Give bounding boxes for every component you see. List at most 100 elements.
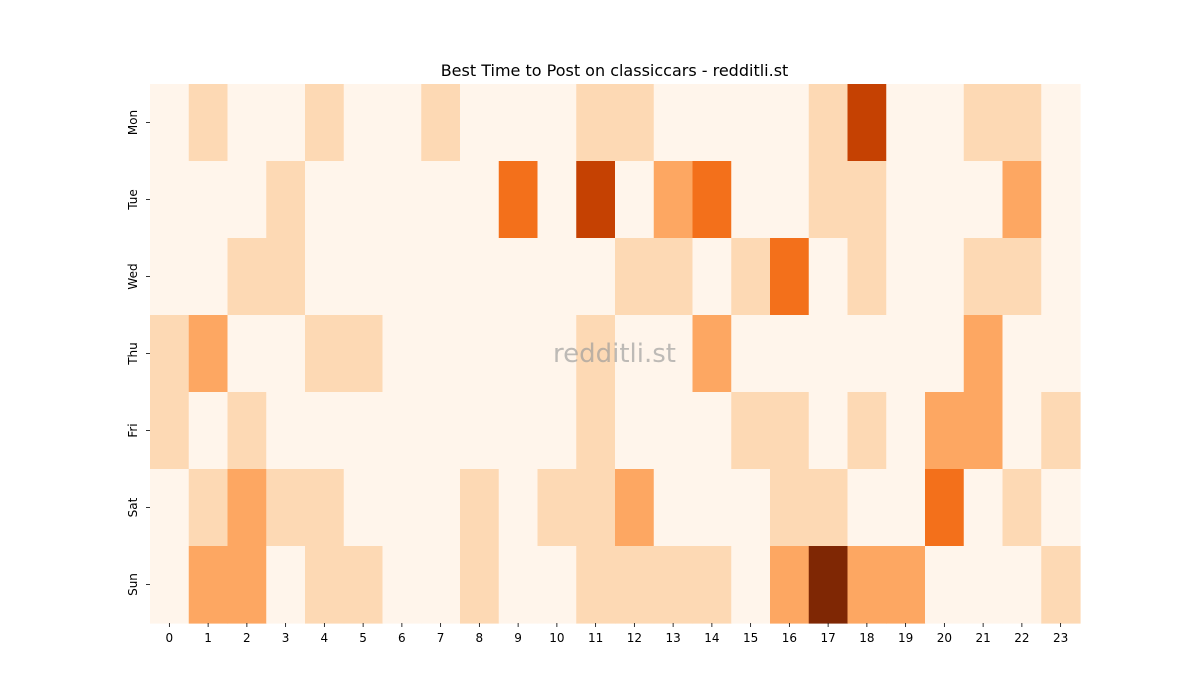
x-tick-label: 13 [665,631,680,645]
heatmap-cell-mon-9 [498,84,539,162]
heatmap-cell-sun-13 [653,546,694,624]
heatmap-cell-wed-21 [963,238,1004,316]
heatmap-cell-thu-15 [731,315,771,393]
heatmap-cell-thu-13 [653,315,694,393]
heatmap-cell-thu-16 [770,315,810,393]
heatmap-cells [150,84,1081,624]
heatmap-cell-wed-1 [188,238,229,316]
heatmap-cell-sat-19 [886,469,926,547]
heatmap-cell-tue-10 [537,161,577,239]
heatmap-cell-fri-18 [847,392,887,470]
heatmap-cell-sat-20 [925,469,965,547]
heatmap-cell-tue-12 [615,161,655,239]
heatmap-cell-mon-2 [227,84,267,162]
y-tick-label: Sat [126,497,140,517]
heatmap-cell-thu-10 [537,315,577,393]
heatmap-cell-fri-17 [808,392,849,470]
heatmap-cell-wed-23 [1041,238,1081,316]
heatmap-cell-fri-0 [150,392,190,470]
x-tick-label: 8 [476,631,484,645]
heatmap-cell-sun-4 [305,546,345,624]
heatmap-cell-fri-6 [382,392,422,470]
heatmap-cell-sun-8 [460,546,500,624]
heatmap-cell-mon-14 [692,84,732,162]
x-tick-label: 6 [398,631,406,645]
x-tick-label: 1 [204,631,212,645]
heatmap-cell-fri-21 [963,392,1004,470]
x-tick-label: 17 [820,631,835,645]
heatmap-cell-thu-8 [460,315,500,393]
heatmap-cell-sun-3 [266,546,306,624]
y-tick-label: Wed [126,263,140,289]
heatmap-cell-mon-23 [1041,84,1081,162]
heatmap-cell-fri-12 [615,392,655,470]
heatmap-cell-mon-7 [421,84,461,162]
heatmap-cell-sun-10 [537,546,577,624]
heatmap-cell-tue-14 [692,161,732,239]
heatmap-cell-thu-17 [808,315,849,393]
heatmap-cell-mon-20 [925,84,965,162]
heatmap-cell-wed-14 [692,238,732,316]
heatmap-cell-wed-20 [925,238,965,316]
heatmap-cell-tue-13 [653,161,694,239]
heatmap-cell-sat-16 [770,469,810,547]
heatmap-cell-mon-19 [886,84,926,162]
x-tick-label: 15 [743,631,758,645]
heatmap-cell-fri-5 [343,392,384,470]
heatmap-cell-fri-13 [653,392,694,470]
heatmap-cell-sun-9 [498,546,539,624]
heatmap-cell-tue-2 [227,161,267,239]
y-tick-label: Mon [126,110,140,135]
heatmap-cell-mon-18 [847,84,887,162]
heatmap-cell-sun-2 [227,546,267,624]
heatmap-cell-tue-9 [498,161,539,239]
heatmap-cell-tue-4 [305,161,345,239]
heatmap-cell-wed-18 [847,238,887,316]
heatmap-cell-tue-15 [731,161,771,239]
heatmap-cell-mon-4 [305,84,345,162]
heatmap-cell-mon-8 [460,84,500,162]
heatmap-cell-thu-0 [150,315,190,393]
heatmap-cell-tue-0 [150,161,190,239]
heatmap-cell-mon-15 [731,84,771,162]
heatmap-cell-thu-21 [963,315,1004,393]
heatmap-cell-thu-19 [886,315,926,393]
heatmap-cell-thu-20 [925,315,965,393]
heatmap-cell-thu-7 [421,315,461,393]
heatmap-cell-fri-16 [770,392,810,470]
heatmap-cell-tue-11 [576,161,616,239]
heatmap-cell-sun-15 [731,546,771,624]
heatmap-cell-sat-6 [382,469,422,547]
heatmap-cell-sun-6 [382,546,422,624]
heatmap-cell-thu-2 [227,315,267,393]
heatmap-cell-sat-0 [150,469,190,547]
heatmap-cell-mon-10 [537,84,577,162]
heatmap-cell-mon-3 [266,84,306,162]
heatmap-cell-sat-1 [188,469,229,547]
heatmap-cell-tue-1 [188,161,229,239]
heatmap-cell-wed-4 [305,238,345,316]
x-axis: 0 1 2 3 4 5 6 7 8 9 10 11 12 13 14 15 16 17 18 19 20 21 22 23 [166,623,1068,645]
heatmap-cell-tue-20 [925,161,965,239]
heatmap-cell-tue-3 [266,161,306,239]
x-tick-label: 21 [975,631,990,645]
heatmap-cell-mon-1 [188,84,229,162]
heatmap-cell-sun-19 [886,546,926,624]
heatmap-cell-sun-20 [925,546,965,624]
chart-title: Best Time to Post on classiccars - reddi… [441,61,789,80]
heatmap-cell-sat-13 [653,469,694,547]
heatmap-cell-sun-17 [808,546,849,624]
heatmap-cell-mon-21 [963,84,1004,162]
heatmap-cell-sat-11 [576,469,616,547]
heatmap-cell-wed-10 [537,238,577,316]
heatmap-cell-sat-3 [266,469,306,547]
heatmap-cell-fri-22 [1002,392,1042,470]
heatmap-cell-wed-8 [460,238,500,316]
heatmap-cell-sat-8 [460,469,500,547]
heatmap-cell-wed-9 [498,238,539,316]
heatmap-cell-thu-11 [576,315,616,393]
heatmap-cell-fri-23 [1041,392,1081,470]
heatmap-cell-fri-11 [576,392,616,470]
heatmap-cell-tue-19 [886,161,926,239]
